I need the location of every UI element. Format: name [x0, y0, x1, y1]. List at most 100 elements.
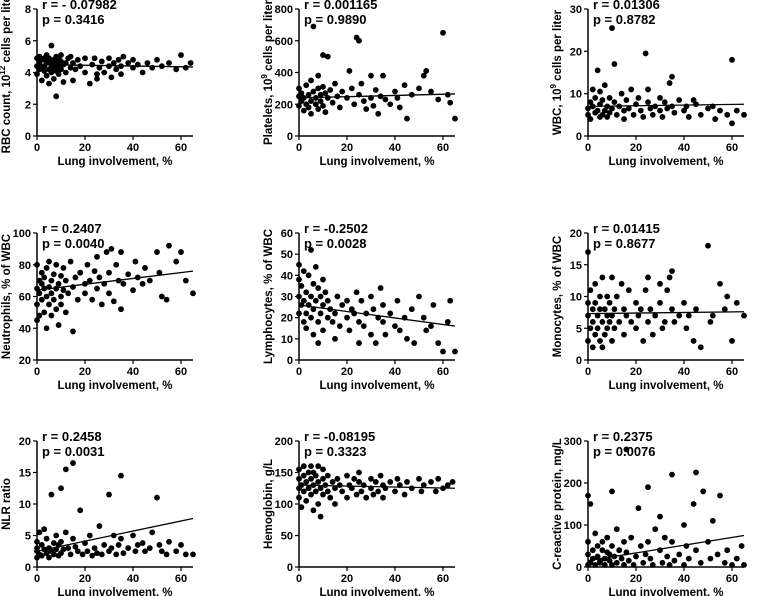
data-point — [380, 72, 386, 79]
data-point — [664, 287, 671, 294]
data-point — [158, 548, 165, 555]
x-tick-label: 0 — [585, 142, 591, 154]
y-tick-label: 5 — [576, 323, 582, 335]
data-point — [661, 99, 668, 106]
x-tick-label: 60 — [437, 573, 449, 585]
data-point — [308, 110, 314, 117]
data-point — [158, 293, 165, 300]
data-point — [344, 95, 350, 101]
data-point — [118, 535, 124, 542]
data-point — [444, 319, 451, 325]
data-point — [315, 479, 322, 485]
data-point — [681, 562, 687, 568]
x-tick-label: 60 — [726, 142, 738, 154]
data-point — [599, 538, 606, 545]
data-point — [115, 542, 122, 548]
data-point — [587, 99, 594, 106]
data-point — [62, 69, 69, 76]
data-point — [387, 479, 394, 485]
data-point — [589, 344, 596, 351]
data-point — [601, 82, 608, 89]
data-point — [300, 107, 307, 114]
x-tick-label: 20 — [79, 366, 91, 378]
y-tick-label: 5 — [25, 531, 31, 543]
regression-line — [587, 311, 745, 315]
data-point — [717, 107, 723, 114]
data-point — [62, 277, 69, 284]
data-point — [380, 494, 386, 501]
data-point — [53, 93, 60, 100]
data-point — [360, 482, 367, 488]
data-point — [77, 507, 84, 514]
data-point — [332, 485, 338, 492]
data-point — [79, 551, 86, 558]
data-point — [77, 63, 84, 70]
data-point — [666, 562, 673, 568]
data-point — [669, 73, 675, 80]
data-point — [685, 114, 692, 120]
data-point — [618, 280, 625, 287]
data-point — [613, 293, 620, 300]
data-point — [94, 253, 100, 260]
y-tick-label: 30 — [570, 4, 582, 16]
data-point — [72, 274, 79, 281]
data-point — [108, 245, 115, 252]
data-point — [592, 280, 599, 287]
data-point — [89, 552, 96, 559]
y-tick-label: 60 — [281, 228, 293, 240]
data-point — [96, 274, 103, 281]
data-point — [452, 115, 458, 122]
data-point — [693, 547, 699, 554]
data-point — [372, 479, 379, 485]
y-tick-label: 50 — [281, 531, 293, 543]
data-point — [625, 287, 632, 294]
p-value: p = 0.9890 — [304, 12, 367, 27]
data-point — [96, 523, 103, 529]
data-point — [633, 553, 639, 560]
data-point — [676, 97, 683, 103]
data-point — [322, 109, 329, 116]
data-point — [139, 69, 146, 76]
r-value: r = -0.08195 — [304, 429, 375, 444]
y-tick-label: 40 — [19, 323, 31, 335]
data-point — [657, 280, 663, 287]
data-point — [334, 293, 341, 300]
data-point — [166, 60, 172, 66]
data-point — [324, 314, 331, 321]
data-point — [363, 106, 370, 112]
data-point — [110, 60, 117, 66]
data-point — [721, 559, 728, 566]
data-point — [729, 120, 735, 127]
data-point — [50, 540, 57, 546]
data-point — [43, 550, 50, 557]
data-point — [120, 280, 127, 287]
data-point — [317, 98, 324, 104]
x-tick-label: 0 — [585, 366, 591, 378]
data-point — [633, 325, 639, 332]
data-point — [375, 110, 382, 117]
data-point — [353, 491, 360, 498]
data-point — [642, 287, 649, 294]
data-point — [60, 546, 67, 553]
data-point — [118, 472, 124, 479]
data-point — [134, 542, 141, 548]
data-point — [120, 53, 127, 60]
data-point — [589, 547, 596, 554]
data-point — [604, 114, 611, 120]
data-point — [669, 538, 675, 545]
data-point — [368, 331, 374, 338]
data-point — [724, 293, 731, 300]
x-axis-label: Lung involvement, % — [319, 380, 434, 392]
data-point — [305, 485, 312, 492]
data-point — [585, 492, 591, 499]
data-point — [666, 80, 673, 86]
data-point — [676, 551, 683, 558]
data-point — [621, 538, 627, 545]
data-point — [48, 290, 55, 297]
